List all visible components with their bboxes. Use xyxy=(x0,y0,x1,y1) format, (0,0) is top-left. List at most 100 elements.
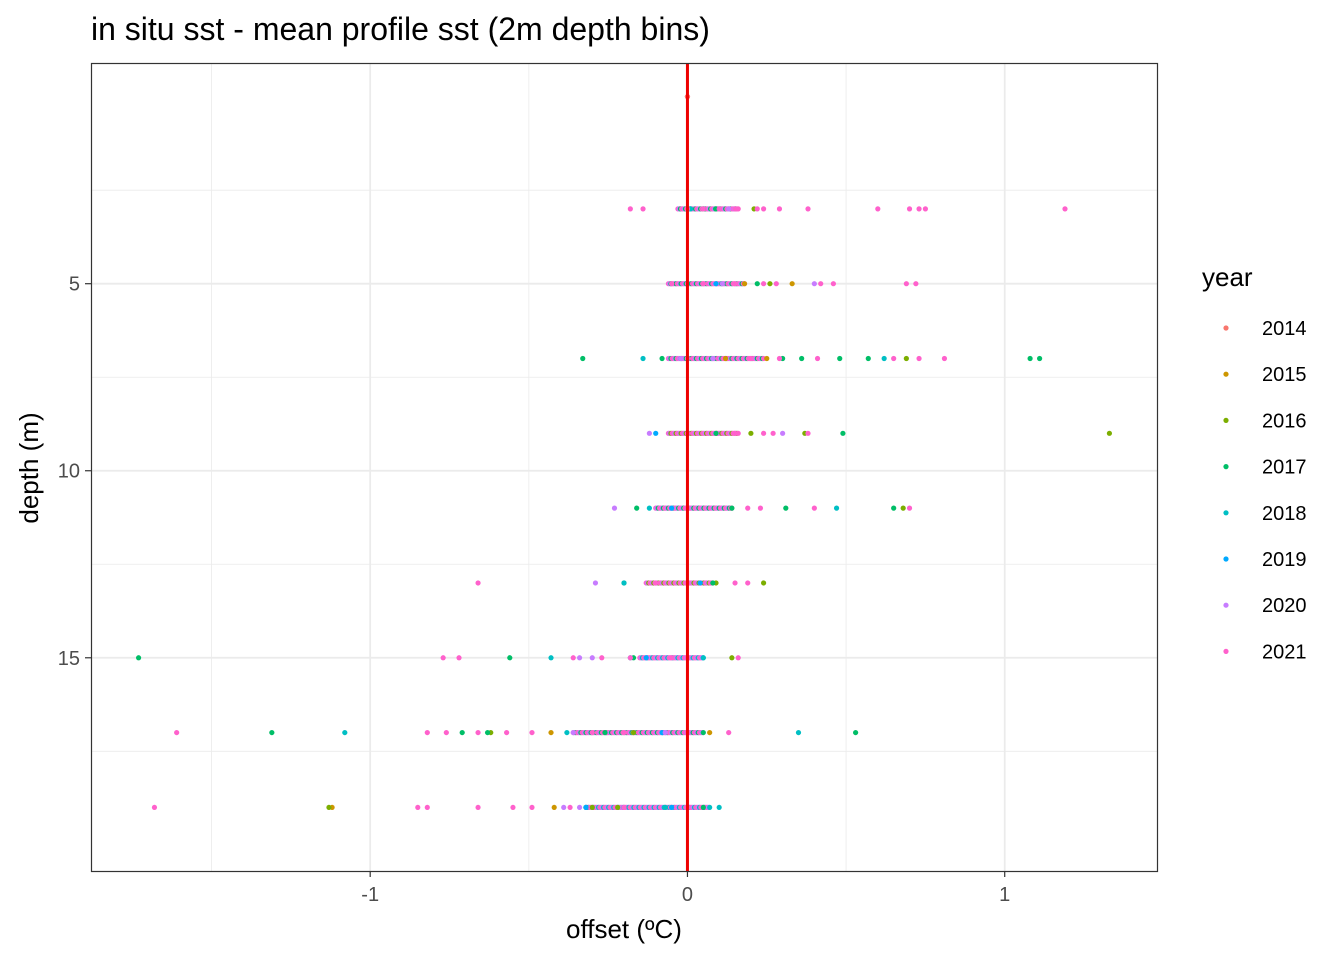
data-point-2018 xyxy=(548,655,554,661)
data-point-2021 xyxy=(916,206,922,212)
data-point-2021 xyxy=(805,430,811,436)
data-point-2017 xyxy=(580,355,586,362)
data-point-2020 xyxy=(811,281,817,287)
x-axis-title: offset (ºC) xyxy=(566,914,682,944)
data-point-2021 xyxy=(903,281,909,287)
data-point-2021 xyxy=(913,281,919,287)
data-point-2019 xyxy=(668,804,675,811)
legend-key-2021 xyxy=(1223,648,1229,655)
data-point-2021 xyxy=(770,430,776,436)
data-point-2019 xyxy=(697,580,703,586)
data-point-2021 xyxy=(745,580,751,586)
data-point-2021 xyxy=(627,206,633,212)
data-point-2017 xyxy=(754,281,760,287)
data-point-2021 xyxy=(735,655,741,661)
legend-label-2020: 2020 xyxy=(1262,595,1307,617)
legend-key-2020 xyxy=(1223,602,1229,608)
data-point-2021 xyxy=(818,281,824,287)
y-tick-label: 5 xyxy=(69,274,80,296)
data-point-2021 xyxy=(745,505,751,511)
data-point-2015 xyxy=(764,355,770,362)
data-point-2021 xyxy=(732,206,738,212)
data-point-2021 xyxy=(748,355,754,362)
data-point-2020 xyxy=(576,804,583,811)
data-point-2021 xyxy=(668,281,675,287)
data-point-2021 xyxy=(668,655,675,661)
data-point-2021 xyxy=(700,281,706,287)
data-point-2017 xyxy=(837,355,843,362)
data-point-2018 xyxy=(640,355,646,362)
legend-key-2019 xyxy=(1223,556,1229,562)
x-tick-label: -1 xyxy=(361,884,379,906)
data-point-2017 xyxy=(700,804,706,811)
data-point-2018 xyxy=(716,804,722,811)
data-point-2021 xyxy=(941,355,948,362)
data-point-2021 xyxy=(776,355,783,362)
data-point-2016 xyxy=(326,804,332,811)
data-point-2016 xyxy=(589,804,595,811)
legend-label-2017: 2017 xyxy=(1262,457,1307,479)
legend-label-2016: 2016 xyxy=(1262,410,1307,432)
data-point-2021 xyxy=(1062,206,1068,212)
data-point-2020 xyxy=(719,281,725,287)
data-point-2020 xyxy=(561,804,567,811)
data-point-2017 xyxy=(602,729,608,736)
data-point-2021 xyxy=(621,729,627,736)
data-point-2020 xyxy=(662,729,668,736)
data-point-2021 xyxy=(830,281,836,287)
data-point-2021 xyxy=(922,206,928,212)
data-point-2017 xyxy=(659,355,665,362)
data-point-2020 xyxy=(780,430,786,436)
data-point-2021 xyxy=(504,729,510,736)
data-point-2021 xyxy=(529,804,535,811)
data-point-2021 xyxy=(726,729,732,736)
data-point-2018 xyxy=(621,580,627,586)
data-point-2016 xyxy=(767,281,773,287)
data-point-2018 xyxy=(646,505,652,511)
data-point-2017 xyxy=(710,580,716,586)
data-point-2019 xyxy=(583,804,589,811)
data-point-2017 xyxy=(713,430,719,436)
data-point-2015 xyxy=(707,729,713,736)
data-point-2021 xyxy=(443,729,449,736)
data-point-2017 xyxy=(729,505,735,511)
data-point-2021 xyxy=(653,580,659,586)
legend-title: year xyxy=(1202,262,1253,292)
data-point-2021 xyxy=(732,281,738,287)
grid-layer xyxy=(91,63,1157,871)
data-points-layer xyxy=(135,94,1113,811)
data-point-2019 xyxy=(713,281,719,287)
data-point-2018 xyxy=(700,655,706,661)
data-point-2021 xyxy=(640,206,646,212)
data-point-2016 xyxy=(748,430,754,436)
data-point-2016 xyxy=(1106,430,1113,436)
data-point-2015 xyxy=(741,281,748,287)
legend: year 2014 2015 2016 2017 2018 2019 2020 2021 xyxy=(1202,262,1307,663)
data-point-2020 xyxy=(570,729,576,736)
data-point-2016 xyxy=(903,355,909,362)
data-point-2021 xyxy=(906,206,913,212)
data-point-2021 xyxy=(589,729,595,736)
data-point-2021 xyxy=(891,355,897,362)
data-point-2021 xyxy=(627,655,633,661)
data-point-2021 xyxy=(716,206,722,212)
data-point-2019 xyxy=(643,655,649,661)
legend-key-2016 xyxy=(1223,417,1229,423)
data-point-2018 xyxy=(833,505,840,511)
data-point-2018 xyxy=(795,729,802,736)
data-point-2017 xyxy=(865,355,871,362)
data-point-2020 xyxy=(592,580,599,586)
data-point-2018 xyxy=(662,804,668,811)
data-point-2021 xyxy=(529,729,535,736)
data-point-2021 xyxy=(510,804,516,811)
legend-key-2017 xyxy=(1223,464,1229,470)
data-point-2017 xyxy=(634,505,640,511)
data-point-2016 xyxy=(729,655,735,661)
data-point-2017 xyxy=(135,655,142,661)
data-point-2021 xyxy=(475,580,481,586)
legend-label-2019: 2019 xyxy=(1262,549,1307,571)
data-point-2017 xyxy=(269,729,275,736)
data-point-2021 xyxy=(805,206,811,212)
data-point-2021 xyxy=(174,729,180,736)
